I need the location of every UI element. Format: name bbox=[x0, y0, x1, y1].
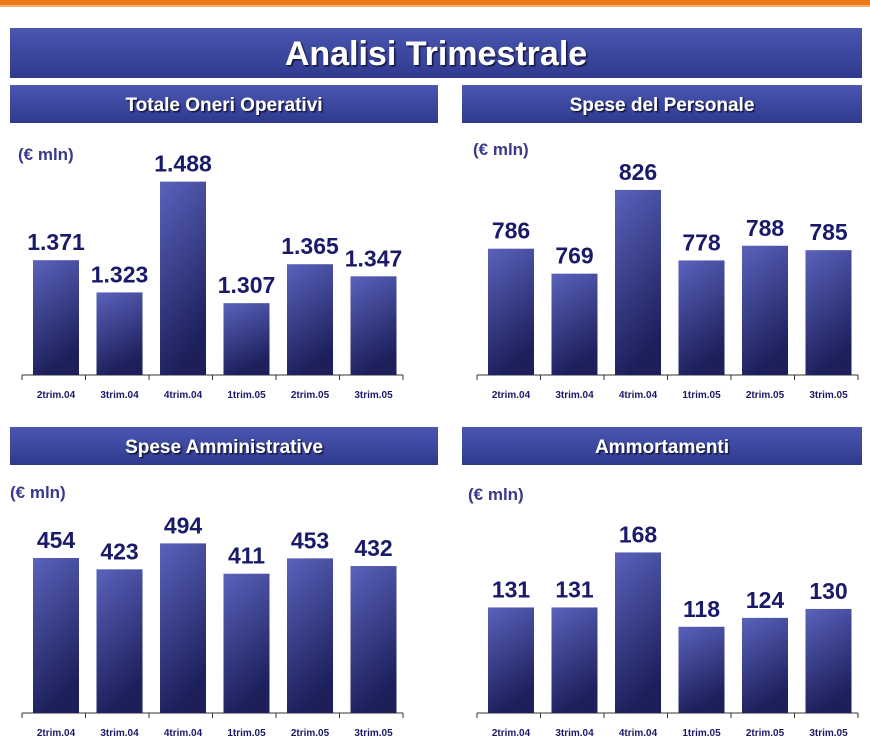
x-tick-label: 2trim.05 bbox=[291, 728, 330, 739]
data-label: 1.347 bbox=[345, 245, 403, 271]
x-tick-label: 2trim.04 bbox=[492, 728, 531, 739]
bar bbox=[615, 189, 661, 375]
bar bbox=[551, 273, 598, 375]
x-tick-label: 3trim.05 bbox=[809, 728, 848, 739]
panel-header bbox=[10, 85, 438, 123]
data-label: 168 bbox=[619, 521, 658, 547]
unit-label: (€ mln) bbox=[468, 485, 524, 504]
data-label: 1.307 bbox=[218, 272, 276, 298]
panel-title: Spese del Personale bbox=[570, 95, 755, 116]
data-label: 826 bbox=[619, 159, 657, 185]
data-label: 131 bbox=[492, 576, 531, 602]
x-tick-label: 3trim.04 bbox=[555, 390, 594, 401]
bar bbox=[160, 181, 206, 375]
title-banner bbox=[10, 28, 862, 78]
data-label: 411 bbox=[228, 543, 265, 569]
x-tick-label: 4trim.04 bbox=[164, 390, 203, 401]
bar bbox=[33, 260, 79, 375]
data-label: 788 bbox=[746, 215, 785, 241]
data-label: 778 bbox=[682, 229, 721, 255]
data-label: 453 bbox=[291, 527, 329, 553]
bar bbox=[350, 566, 397, 713]
x-tick-label: 4trim.04 bbox=[619, 728, 658, 739]
unit-label: (€ mln) bbox=[10, 483, 66, 502]
bar bbox=[742, 245, 788, 375]
bar bbox=[805, 250, 852, 375]
data-label: 769 bbox=[555, 243, 593, 269]
data-label: 1.323 bbox=[91, 261, 149, 287]
unit-label: (€ mln) bbox=[473, 140, 529, 159]
x-tick-label: 3trim.04 bbox=[555, 728, 594, 739]
data-label: 786 bbox=[492, 218, 530, 244]
bar bbox=[350, 276, 397, 375]
x-tick-label: 1trim.05 bbox=[682, 728, 721, 739]
bar bbox=[287, 558, 333, 713]
x-tick-label: 2trim.04 bbox=[492, 390, 531, 401]
data-label: 494 bbox=[164, 512, 203, 538]
x-tick-label: 3trim.05 bbox=[354, 390, 393, 401]
data-label: 118 bbox=[683, 596, 720, 622]
data-label: 423 bbox=[100, 538, 138, 564]
bar bbox=[96, 292, 143, 375]
x-tick-label: 3trim.04 bbox=[100, 390, 139, 401]
data-label: 1.365 bbox=[281, 233, 339, 259]
unit-label: (€ mln) bbox=[18, 145, 74, 164]
panel-title: Totale Oneri Operativi bbox=[125, 95, 322, 116]
x-tick-label: 2trim.05 bbox=[746, 728, 785, 739]
panel-title: Ammortamenti bbox=[595, 437, 729, 458]
x-tick-label: 4trim.04 bbox=[164, 728, 203, 739]
bar bbox=[160, 543, 206, 713]
bar bbox=[805, 608, 852, 713]
bar bbox=[287, 264, 333, 375]
x-tick-label: 1trim.05 bbox=[682, 390, 721, 401]
bar bbox=[742, 617, 788, 713]
bar bbox=[678, 260, 725, 375]
x-tick-label: 2trim.04 bbox=[37, 390, 76, 401]
data-label: 432 bbox=[354, 535, 392, 561]
main-title: Analisi Trimestrale bbox=[285, 35, 587, 73]
bar bbox=[223, 303, 270, 375]
data-label: 785 bbox=[809, 219, 848, 245]
top-stripe bbox=[0, 0, 870, 5]
bar bbox=[678, 626, 725, 713]
x-tick-label: 4trim.04 bbox=[619, 390, 658, 401]
data-label: 1.488 bbox=[154, 151, 212, 177]
x-tick-label: 2trim.05 bbox=[291, 390, 330, 401]
panel-header bbox=[462, 85, 862, 123]
data-label: 124 bbox=[746, 587, 785, 613]
data-label: 454 bbox=[37, 527, 76, 553]
bar bbox=[96, 569, 143, 713]
data-label: 1.371 bbox=[27, 229, 85, 255]
data-label: 131 bbox=[555, 576, 594, 602]
x-tick-label: 3trim.05 bbox=[354, 728, 393, 739]
panel-title: Spese Amministrative bbox=[125, 437, 323, 458]
bar bbox=[33, 557, 79, 713]
x-tick-label: 2trim.05 bbox=[746, 390, 785, 401]
data-label: 130 bbox=[809, 578, 847, 604]
x-tick-label: 2trim.04 bbox=[37, 728, 76, 739]
panel-header bbox=[10, 427, 438, 465]
panel-header bbox=[462, 427, 862, 465]
bar bbox=[488, 248, 534, 375]
bar bbox=[223, 573, 270, 713]
bar bbox=[615, 552, 661, 713]
x-tick-label: 1trim.05 bbox=[227, 390, 266, 401]
bar bbox=[551, 607, 598, 713]
x-tick-label: 3trim.04 bbox=[100, 728, 139, 739]
top-stripe-light bbox=[0, 5, 870, 7]
x-tick-label: 1trim.05 bbox=[227, 728, 266, 739]
x-tick-label: 3trim.05 bbox=[809, 390, 848, 401]
bar bbox=[488, 607, 534, 713]
